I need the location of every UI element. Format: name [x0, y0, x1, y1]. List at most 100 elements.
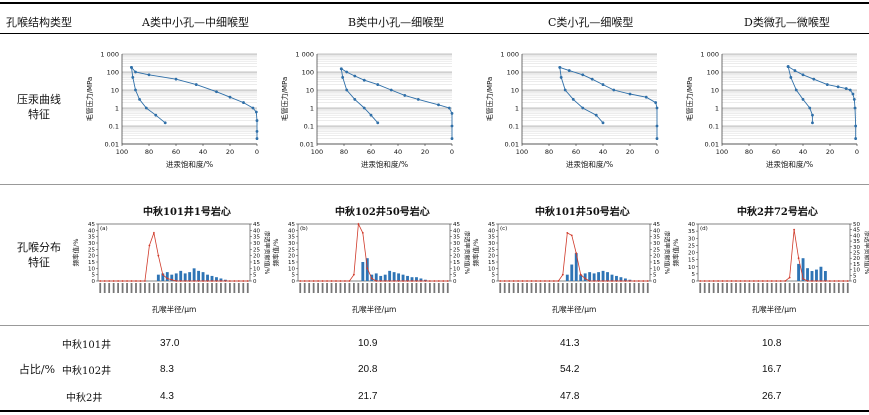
- x-tick-label-mark: [224, 283, 227, 293]
- x-tick-label-mark: [152, 283, 155, 293]
- y-tick-label: 0.01: [705, 141, 719, 149]
- x-tick-label-mark: [357, 283, 360, 293]
- x-tick-label-mark: [112, 283, 115, 293]
- frequency-bar: [592, 273, 596, 281]
- x-tick-label-mark: [806, 283, 809, 293]
- x-tick-label-mark: [179, 283, 182, 293]
- contribution-point: [428, 280, 431, 282]
- curve-point: [376, 121, 380, 125]
- curve-point: [559, 76, 563, 79]
- curve-point: [558, 66, 562, 69]
- x-axis-label: 进汞饱和度/%: [361, 159, 408, 169]
- contribution-point: [103, 280, 106, 282]
- curve-point: [601, 121, 605, 125]
- x-tick-label-mark: [148, 283, 151, 293]
- y-tick-label: 5: [492, 273, 496, 279]
- y2-tick-label: 0: [253, 279, 257, 285]
- y-tick-label: 0.1: [109, 123, 119, 131]
- frequency-bar: [806, 268, 809, 281]
- curve-point: [437, 103, 440, 107]
- top-rule: [0, 2, 869, 4]
- x-tick-label-mark: [517, 283, 520, 293]
- x-tick-label-mark: [135, 283, 137, 293]
- y-tick-label: 10: [711, 87, 719, 95]
- curve-point: [369, 113, 373, 117]
- x-tick-label-mark: [126, 283, 128, 293]
- y2-tick-label: 15: [853, 262, 860, 268]
- row-label-capillary-text: 压汞曲线 特征: [17, 93, 61, 121]
- x-tick-label-mark: [561, 283, 564, 293]
- contribution-point: [361, 231, 364, 234]
- y2-tick-label: 15: [653, 260, 660, 266]
- y2-axis-label: 渗透率贡献值/%: [863, 231, 869, 275]
- x-tick-label-mark: [121, 283, 124, 293]
- panel-letter: (c): [500, 226, 507, 232]
- y2-tick-label: 35: [453, 235, 460, 241]
- prop-r2-d: 16.7: [762, 364, 782, 375]
- x-tick-label-mark: [317, 283, 320, 293]
- y2-tick-label: 30: [253, 241, 260, 247]
- y-axis-label: 毛管压力/MPa: [280, 77, 289, 122]
- x-tick-label-mark: [433, 283, 436, 293]
- x-tick-label-mark: [388, 283, 391, 293]
- y-tick-label: 0.1: [709, 123, 719, 131]
- y-tick-label: 30: [688, 236, 695, 242]
- contribution-point: [846, 280, 849, 282]
- curve-point: [174, 77, 178, 81]
- dist-title-b: 中秋102井50号岩心: [335, 207, 430, 218]
- y2-tick-label: 35: [653, 235, 660, 241]
- dist-title-c: 中秋101井50号岩心: [535, 207, 630, 218]
- y2-tick-label: 35: [253, 235, 260, 241]
- plot-frame: [97, 223, 251, 282]
- x-tick-label-mark: [415, 283, 418, 293]
- contribution-point: [752, 280, 755, 282]
- contribution-point: [806, 280, 809, 282]
- x-tick-label-mark: [299, 283, 302, 293]
- y2-tick-label: 20: [253, 254, 260, 260]
- curve-point: [228, 95, 232, 99]
- header-type: 孔喉结构类型: [6, 16, 72, 29]
- contribution-point: [175, 280, 178, 282]
- y-axis-label: 频率值/%: [71, 239, 80, 267]
- y-tick-label: 10: [306, 87, 314, 95]
- frequency-bar: [419, 278, 423, 281]
- contribution-point: [588, 280, 591, 282]
- y2-tick-label: 45: [253, 222, 260, 228]
- x-tick-label: 100: [516, 148, 528, 156]
- curve-point: [794, 88, 798, 92]
- contribution-point: [775, 280, 778, 282]
- prop-r1-d: 10.8: [762, 338, 782, 349]
- x-tick-label-mark: [344, 283, 346, 293]
- curve-point: [362, 78, 366, 82]
- contribution-point: [602, 280, 604, 282]
- x-tick-label-mark: [512, 283, 515, 293]
- y2-tick-label: 50: [853, 222, 860, 228]
- x-tick-label-mark: [335, 283, 337, 293]
- x-axis-label: 进汞饱和度/%: [766, 159, 813, 169]
- curve-point: [853, 106, 857, 110]
- y2-tick-label: 10: [253, 266, 260, 272]
- curve-point: [154, 113, 158, 117]
- y-tick-label: 0: [92, 279, 96, 285]
- y-tick-label: 1: [115, 105, 119, 113]
- prop-r2-c: 54.2: [560, 364, 580, 375]
- contribution-point: [99, 280, 102, 282]
- row-label-distribution-text: 孔喉分布 特征: [17, 241, 61, 269]
- y-tick-label: 5: [292, 273, 296, 279]
- contribution-point: [552, 280, 555, 282]
- curve-point: [353, 74, 357, 78]
- contribution-point: [344, 280, 346, 282]
- x-axis-label: 孔喉半径/μm: [752, 304, 797, 314]
- y2-tick-label: 45: [653, 222, 660, 228]
- frequency-bar: [383, 274, 387, 281]
- contribution-point: [406, 280, 409, 282]
- contribution-point: [233, 280, 236, 282]
- contribution-point: [393, 280, 396, 282]
- permeability-contribution-line: [700, 229, 848, 282]
- contribution-point: [557, 280, 560, 282]
- contribution-point: [548, 280, 551, 282]
- contribution-point: [593, 280, 596, 282]
- prop-r1-c: 41.3: [560, 338, 580, 349]
- x-tick-label-mark: [130, 283, 133, 293]
